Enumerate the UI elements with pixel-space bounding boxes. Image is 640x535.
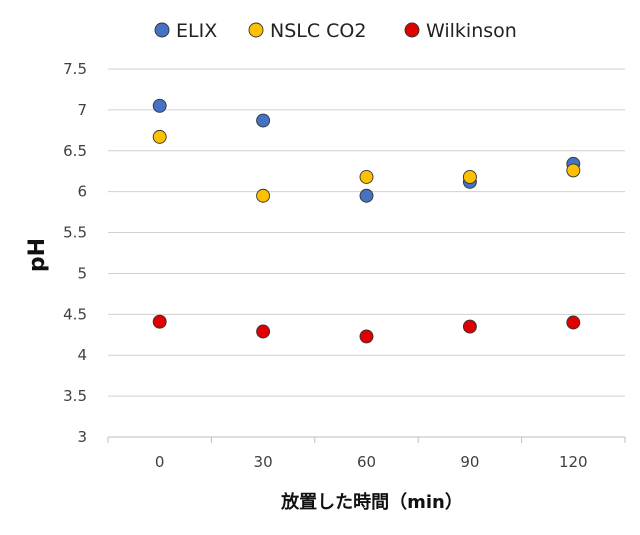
y-tick-label: 3.5 bbox=[63, 387, 87, 405]
legend-label: Wilkinson bbox=[426, 20, 517, 42]
legend-marker bbox=[248, 22, 264, 38]
legend-item: ELIX bbox=[154, 20, 217, 42]
y-axis-title: pH bbox=[25, 238, 50, 272]
legend-item: Wilkinson bbox=[404, 20, 517, 42]
data-points bbox=[152, 98, 581, 344]
legend-label: NSLC CO2 bbox=[270, 20, 366, 42]
x-tick-label: 30 bbox=[254, 453, 273, 471]
data-point-elix bbox=[152, 98, 167, 113]
data-point-nslc-co2 bbox=[566, 163, 581, 178]
data-point-nslc-co2 bbox=[462, 169, 477, 184]
x-axis bbox=[107, 437, 626, 443]
y-tick-label: 4 bbox=[77, 346, 87, 364]
x-tick-label: 0 bbox=[155, 453, 165, 471]
data-point-wilkinson bbox=[256, 324, 271, 339]
legend-marker bbox=[404, 22, 420, 38]
x-tick-label: 120 bbox=[559, 453, 588, 471]
x-tick-labels: 0 30 60 90 120 bbox=[155, 453, 588, 471]
x-tick-label: 90 bbox=[460, 453, 479, 471]
y-tick-label: 3 bbox=[77, 428, 87, 446]
y-tick-labels: 3 3.5 4 4.5 5 5.5 6 6.5 7 7.5 bbox=[63, 60, 87, 446]
data-point-nslc-co2 bbox=[256, 188, 271, 203]
x-tick-label: 60 bbox=[357, 453, 376, 471]
data-point-nslc-co2 bbox=[359, 169, 374, 184]
data-point-wilkinson bbox=[462, 319, 477, 334]
gridlines bbox=[108, 68, 625, 438]
data-point-elix bbox=[359, 188, 374, 203]
y-tick-label: 6 bbox=[77, 183, 87, 201]
legend: ELIX NSLC CO2 Wilkinson bbox=[154, 20, 517, 42]
legend-marker bbox=[154, 22, 170, 38]
y-tick-label: 4.5 bbox=[63, 305, 87, 323]
y-tick-label: 5 bbox=[77, 264, 87, 282]
legend-item: NSLC CO2 bbox=[248, 20, 366, 42]
y-tick-label: 6.5 bbox=[63, 142, 87, 160]
legend-label: ELIX bbox=[176, 20, 217, 42]
data-point-elix bbox=[256, 113, 271, 128]
data-point-nslc-co2 bbox=[152, 129, 167, 144]
x-axis-title: 放置した時間（min） bbox=[280, 491, 463, 513]
y-tick-label: 7 bbox=[77, 101, 87, 119]
data-point-wilkinson bbox=[152, 314, 167, 329]
y-tick-label: 7.5 bbox=[63, 60, 87, 78]
data-point-wilkinson bbox=[566, 315, 581, 330]
data-point-wilkinson bbox=[359, 329, 374, 344]
y-tick-label: 5.5 bbox=[63, 224, 87, 242]
